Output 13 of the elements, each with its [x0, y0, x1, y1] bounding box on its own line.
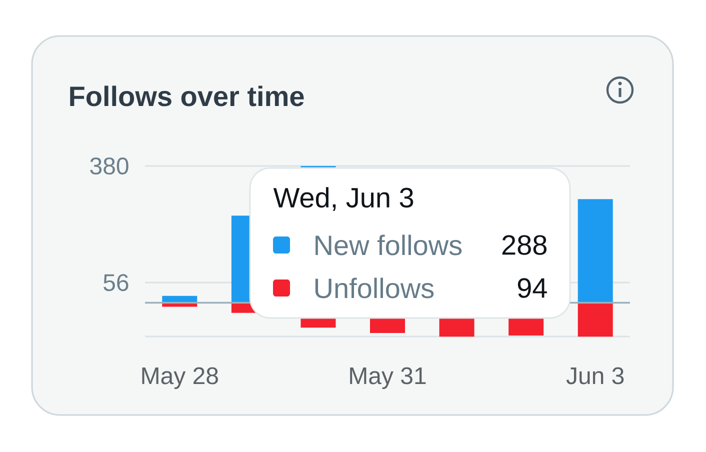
- chart-title: Follows over time: [70, 86, 304, 106]
- x-tick-label: May 31: [350, 367, 426, 390]
- bar: [578, 302, 613, 337]
- annotation: Wed, Jun 3: [273, 187, 414, 211]
- bar: [578, 199, 613, 303]
- y-tick-label: 380: [90, 157, 128, 174]
- annotation: 288: [502, 235, 546, 255]
- legend-label: New follows: [316, 234, 462, 256]
- x-tick-label: Jun 3: [566, 367, 624, 384]
- y-tick-label: 56: [104, 274, 128, 292]
- x-tick-label: May 28: [142, 367, 218, 390]
- annotation: 94: [518, 278, 547, 298]
- legend-label: Unfollows: [315, 278, 434, 298]
